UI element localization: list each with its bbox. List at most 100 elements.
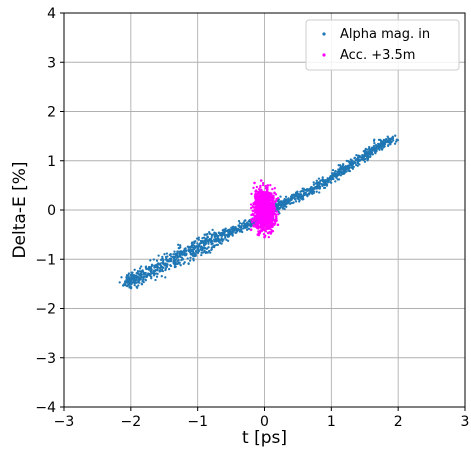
data-point-alpha <box>358 154 361 158</box>
y-tick-label: −4 <box>35 400 56 416</box>
data-point-alpha <box>336 172 340 175</box>
data-point-alpha <box>312 183 316 186</box>
data-point-alpha <box>222 238 225 241</box>
data-point-alpha <box>240 230 243 233</box>
data-point-alpha <box>348 161 351 165</box>
data-point-alpha <box>172 257 176 260</box>
data-point-alpha <box>150 275 153 278</box>
data-point-alpha <box>140 283 144 286</box>
data-point-alpha <box>298 193 301 196</box>
data-point-alpha <box>173 255 176 258</box>
data-point-alpha <box>193 244 196 248</box>
data-point-acc <box>264 187 268 190</box>
data-point-acc <box>249 218 253 221</box>
data-point-alpha <box>339 167 342 171</box>
data-point-alpha <box>176 254 179 257</box>
data-point-alpha <box>276 206 280 209</box>
data-point-alpha <box>207 240 210 243</box>
data-point-acc <box>251 212 254 215</box>
data-point-acc <box>270 203 274 206</box>
data-point-alpha <box>366 157 370 161</box>
data-point-acc <box>273 208 276 211</box>
data-point-acc <box>254 221 257 225</box>
data-point-alpha <box>378 148 381 151</box>
data-point-alpha <box>127 277 130 280</box>
data-point-alpha <box>166 259 169 263</box>
data-point-alpha <box>320 179 323 182</box>
data-point-alpha <box>130 286 133 289</box>
data-point-alpha <box>130 271 133 274</box>
data-point-alpha <box>341 164 345 167</box>
data-point-alpha <box>246 225 249 228</box>
data-point-alpha <box>294 200 298 203</box>
data-point-alpha <box>326 178 329 181</box>
data-point-alpha <box>217 237 220 241</box>
data-point-alpha <box>361 155 364 158</box>
data-point-alpha <box>183 247 186 251</box>
data-point-alpha <box>372 145 375 149</box>
data-point-alpha <box>213 232 217 235</box>
data-point-alpha <box>238 228 242 231</box>
data-point-alpha <box>207 242 210 245</box>
data-point-acc <box>274 215 278 218</box>
data-point-alpha <box>347 160 350 163</box>
data-point-alpha <box>351 167 355 170</box>
legend-marker-acc <box>322 53 326 57</box>
data-point-acc <box>262 201 265 204</box>
data-point-acc <box>252 202 255 206</box>
data-point-alpha <box>334 180 337 183</box>
data-point-acc <box>261 219 265 223</box>
data-point-alpha <box>196 242 199 245</box>
x-tick-label: 2 <box>394 414 403 430</box>
data-point-alpha <box>298 200 301 203</box>
data-point-acc <box>265 217 268 220</box>
data-point-alpha <box>221 240 224 243</box>
data-point-alpha <box>220 237 223 240</box>
data-point-alpha <box>219 238 222 242</box>
data-point-alpha <box>340 168 344 171</box>
data-point-alpha <box>395 140 398 143</box>
data-point-acc <box>272 194 275 197</box>
data-point-alpha <box>133 283 136 287</box>
data-point-acc <box>249 228 253 231</box>
data-point-acc <box>251 209 254 212</box>
data-point-alpha <box>178 262 181 265</box>
data-point-alpha <box>372 139 376 143</box>
data-point-alpha <box>137 279 140 282</box>
data-point-acc <box>260 217 263 220</box>
data-point-acc <box>273 212 277 216</box>
data-point-acc <box>254 224 257 228</box>
data-point-alpha <box>148 266 152 269</box>
data-point-alpha <box>238 221 242 225</box>
data-point-alpha <box>173 250 176 253</box>
data-point-alpha <box>144 265 148 268</box>
data-point-alpha <box>158 270 161 273</box>
data-point-alpha <box>333 171 336 174</box>
data-point-alpha <box>188 259 192 262</box>
data-point-alpha <box>161 257 164 261</box>
data-point-alpha <box>279 195 282 198</box>
data-point-acc <box>263 222 266 226</box>
data-point-alpha <box>365 155 369 158</box>
data-point-alpha <box>220 234 224 238</box>
data-point-alpha <box>204 238 207 242</box>
data-point-alpha <box>184 249 187 252</box>
data-point-acc <box>252 206 255 209</box>
data-point-acc <box>263 205 266 208</box>
data-point-alpha <box>163 253 166 256</box>
data-point-alpha <box>219 241 222 245</box>
data-point-alpha <box>380 144 384 147</box>
data-point-alpha <box>285 205 288 208</box>
data-point-alpha <box>237 219 241 223</box>
data-point-acc <box>268 227 271 230</box>
data-point-alpha <box>310 191 313 194</box>
data-point-acc <box>274 222 277 225</box>
data-point-alpha <box>231 226 234 229</box>
data-point-acc <box>263 198 266 202</box>
data-point-alpha <box>390 140 393 144</box>
data-point-acc <box>253 208 256 212</box>
data-point-alpha <box>226 230 230 233</box>
data-point-acc <box>272 203 275 206</box>
data-point-alpha <box>237 224 240 227</box>
